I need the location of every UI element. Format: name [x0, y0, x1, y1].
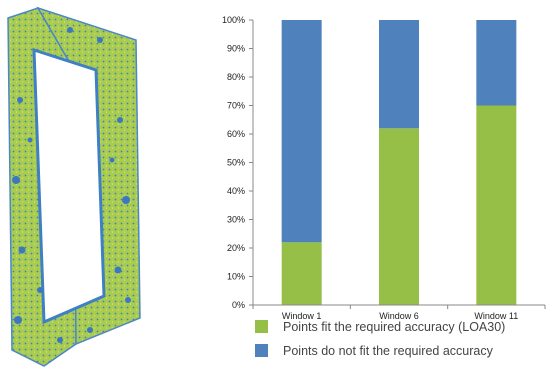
bar-fit-segment — [281, 242, 322, 305]
legend-swatch — [255, 320, 268, 333]
legend-swatch — [255, 344, 268, 357]
frame-opening — [32, 47, 106, 325]
point-cloud-specks — [12, 27, 131, 343]
bar-not-fit-segment — [476, 20, 517, 106]
y-tick-label: 50% — [227, 158, 245, 168]
y-tick-label: 0% — [232, 300, 245, 310]
x-tick-label: Window 6 — [379, 311, 419, 321]
legend-label: Points fit the required accuracy (LOA30) — [283, 320, 505, 334]
y-tick-label: 30% — [227, 215, 245, 225]
y-tick-label: 10% — [227, 272, 245, 282]
y-tick-label: 40% — [227, 186, 245, 196]
bar-not-fit-segment — [379, 20, 419, 129]
x-tick-label: Window 11 — [474, 311, 518, 321]
bar-fit-segment — [379, 128, 419, 305]
y-tick-label: 100% — [222, 15, 245, 25]
window-frame-point-cloud — [7, 6, 141, 367]
y-tick-label: 70% — [227, 101, 245, 111]
bars — [281, 20, 517, 305]
y-tick-label: 20% — [227, 243, 245, 253]
legend: Points fit the required accuracy (LOA30)… — [255, 320, 505, 358]
y-axis: 0% 10% 20% 30% 40% 50% 60% 70% 80% 90% 100% — [222, 15, 254, 310]
y-tick-label: 90% — [227, 44, 245, 54]
legend-label: Points do not fit the required accuracy — [283, 344, 494, 358]
bar-not-fit-segment — [281, 20, 322, 243]
x-axis: Window 1 Window 6 Window 11 — [252, 304, 546, 321]
bar-fit-segment — [476, 105, 517, 305]
y-tick-label: 60% — [227, 129, 245, 139]
stacked-bar-chart: 0% 10% 20% 30% 40% 50% 60% 70% 80% 90% 100% Window… — [222, 15, 546, 358]
x-tick-label: Window 1 — [282, 311, 322, 321]
y-tick-label: 80% — [227, 72, 245, 82]
